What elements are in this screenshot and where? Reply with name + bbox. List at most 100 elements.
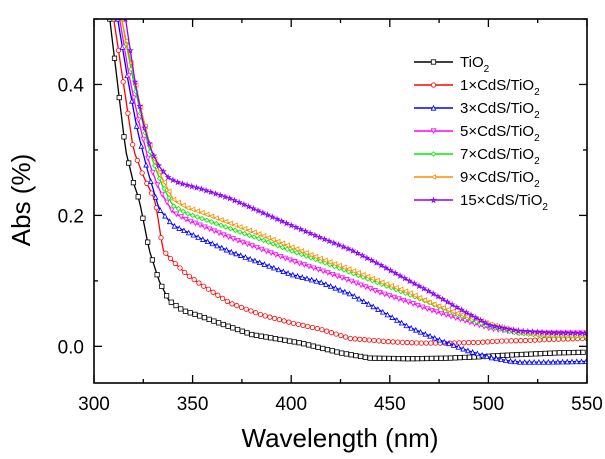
data-point <box>256 259 263 266</box>
data-point <box>548 329 555 336</box>
data-point <box>573 358 580 365</box>
data-point <box>491 322 499 330</box>
data-point <box>161 186 167 192</box>
data-point <box>438 310 445 317</box>
data-point <box>517 358 523 365</box>
data-point <box>332 284 339 291</box>
data-point <box>384 311 391 318</box>
data-point <box>329 348 335 354</box>
data-point <box>322 257 328 264</box>
data-point <box>343 334 349 340</box>
y-tick-label: 0.0 <box>58 337 84 358</box>
data-point <box>391 355 397 362</box>
data-point <box>527 337 533 343</box>
data-point <box>380 338 387 344</box>
data-point <box>311 231 319 239</box>
data-point <box>346 290 353 297</box>
data-point <box>156 169 163 175</box>
data-point <box>443 355 449 361</box>
data-point <box>293 249 300 256</box>
data-point <box>571 329 579 337</box>
data-point <box>186 273 193 279</box>
data-point <box>347 335 353 342</box>
data-point <box>136 102 144 110</box>
data-point <box>382 264 390 272</box>
data-point <box>263 248 270 255</box>
data-point <box>178 306 184 312</box>
data-point <box>135 117 142 124</box>
data-point <box>326 259 333 265</box>
data-point <box>348 278 355 285</box>
data-point <box>390 339 396 345</box>
data-point <box>556 350 562 356</box>
data-point <box>496 323 503 331</box>
data-point <box>334 273 341 280</box>
data-point <box>415 282 423 290</box>
data-point <box>404 339 410 346</box>
data-point <box>199 215 205 222</box>
data-point <box>426 299 432 306</box>
data-point <box>376 355 383 361</box>
data-point <box>234 326 241 333</box>
data-point <box>134 157 140 164</box>
data-point <box>180 202 186 209</box>
data-point <box>432 340 439 346</box>
data-point <box>373 259 380 267</box>
data-point <box>291 259 298 265</box>
data-point <box>164 173 172 181</box>
data-point <box>523 351 529 357</box>
data-point <box>552 350 558 356</box>
data-point <box>182 269 188 276</box>
data-point <box>227 225 234 232</box>
data-point <box>364 273 371 280</box>
data-point <box>395 339 401 345</box>
data-point <box>466 340 472 346</box>
data-point <box>263 334 269 340</box>
data-point <box>169 176 177 184</box>
data-point <box>334 349 340 355</box>
data-point <box>518 338 524 344</box>
data-point <box>239 239 246 246</box>
data-point <box>469 349 476 355</box>
data-point <box>554 358 561 365</box>
data-point <box>185 229 192 236</box>
data-point <box>310 265 317 272</box>
data-point <box>354 249 361 257</box>
x-axis-title: Wavelength (nm) <box>242 423 439 453</box>
data-point <box>246 227 252 234</box>
y-tick-label: 0.4 <box>58 75 85 96</box>
data-point <box>225 234 232 241</box>
data-point <box>204 238 211 245</box>
data-point <box>455 343 462 350</box>
data-point <box>331 260 338 267</box>
data-point <box>570 349 577 356</box>
data-point <box>246 232 253 239</box>
series-0 <box>107 19 586 362</box>
data-point <box>436 336 443 343</box>
data-point <box>258 333 264 339</box>
data-point <box>414 302 421 309</box>
data-point <box>405 356 411 362</box>
data-point <box>230 325 236 331</box>
data-point <box>252 257 258 264</box>
series-6 <box>123 19 587 337</box>
data-point <box>416 294 423 301</box>
data-point <box>249 331 255 338</box>
data-point <box>270 241 276 247</box>
data-point <box>371 337 377 344</box>
data-point <box>385 339 391 345</box>
data-point <box>244 330 250 336</box>
data-point <box>377 290 383 296</box>
data-point <box>429 355 435 362</box>
data-point <box>528 351 534 357</box>
data-point <box>456 340 462 346</box>
data-point <box>215 292 221 298</box>
data-point <box>239 328 245 334</box>
data-point <box>229 301 235 307</box>
data-point <box>498 356 504 363</box>
data-point <box>408 324 414 331</box>
series-2 <box>114 19 587 365</box>
data-point <box>197 185 205 193</box>
data-point <box>414 340 420 346</box>
data-point <box>513 338 519 344</box>
